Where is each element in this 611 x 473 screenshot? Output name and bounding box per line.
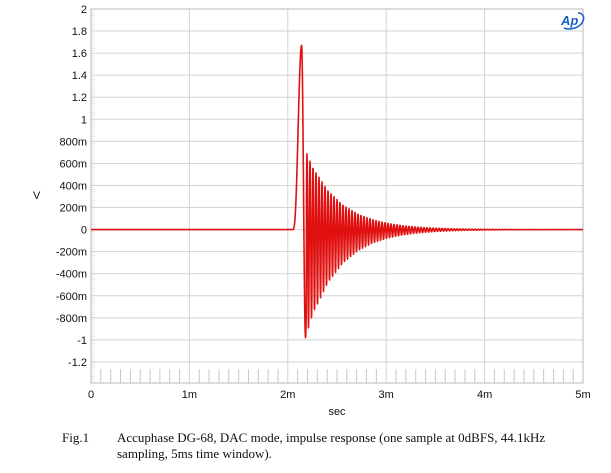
y-tick-label: -600m bbox=[56, 291, 87, 303]
x-tick-label: 0 bbox=[88, 389, 94, 401]
figure-label: Fig.1 bbox=[62, 430, 90, 445]
x-tick-label: 4m bbox=[477, 389, 492, 401]
x-tick-label: 3m bbox=[379, 389, 394, 401]
y-tick-label: 2 bbox=[81, 4, 87, 16]
y-axis-tick-labels: 2 1.8 1.6 1.4 1.2 1 800m 600m 400m 200m 0 -200m -400… bbox=[56, 4, 87, 369]
x-axis-title: sec bbox=[328, 406, 346, 418]
impulse-trace bbox=[90, 44, 584, 339]
x-tick-label: 5m bbox=[575, 389, 590, 401]
x-tick-label: 1m bbox=[182, 389, 197, 401]
impulse-response-chart: 2 1.8 1.6 1.4 1.2 1 800m 600m 400m 200m 0 -200m -400… bbox=[33, 4, 591, 418]
y-axis-title: V bbox=[33, 190, 41, 202]
y-tick-label: 1 bbox=[81, 114, 87, 126]
svg-text:Ap: Ap bbox=[560, 13, 578, 28]
y-tick-label: 0 bbox=[81, 225, 87, 237]
y-tick-label: 200m bbox=[59, 203, 87, 215]
x-axis-tick-labels: 0 1m 2m 3m 4m 5m bbox=[88, 389, 591, 401]
y-tick-label: 400m bbox=[59, 180, 87, 192]
y-tick-label: 1.8 bbox=[72, 26, 87, 38]
y-tick-label: 1.6 bbox=[72, 48, 87, 60]
y-tick-label: -200m bbox=[56, 247, 87, 259]
audio-precision-logo-icon: Ap bbox=[560, 12, 585, 30]
grid-lines bbox=[90, 8, 584, 383]
minor-ticks bbox=[91, 8, 574, 384]
plot-frame bbox=[90, 8, 584, 384]
y-tick-label: 600m bbox=[59, 158, 87, 170]
y-tick-label: -800m bbox=[56, 313, 87, 325]
y-tick-label: -1.2 bbox=[68, 357, 87, 369]
figure-caption-text: Accuphase DG-68, DAC mode, impulse respo… bbox=[117, 430, 546, 461]
y-tick-label: 800m bbox=[59, 136, 87, 148]
y-tick-label: 1.2 bbox=[72, 92, 87, 104]
y-tick-label: 1.4 bbox=[72, 70, 87, 82]
y-tick-label: -400m bbox=[56, 269, 87, 281]
x-tick-label: 2m bbox=[280, 389, 295, 401]
y-tick-label: -1 bbox=[77, 335, 87, 347]
